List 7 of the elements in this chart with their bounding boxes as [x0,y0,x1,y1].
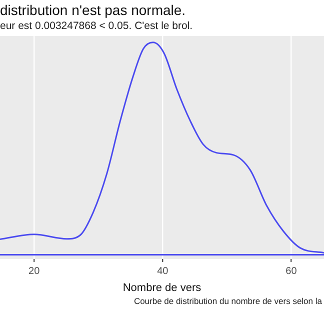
text: Courbe de distribution du nombre de vers selon la [132,296,323,306]
chart-subtitle: eur est 0.003247868 < 0.05. C'est le brol. [0,20,194,32]
chart-title: distribution n'est pas normale. [0,2,187,18]
x-axis-title: Nombre de vers [122,282,202,294]
x-tick-label: 20 [28,266,40,277]
x-tick-label: 40 [157,266,169,277]
x-tick-label: 60 [286,266,298,277]
